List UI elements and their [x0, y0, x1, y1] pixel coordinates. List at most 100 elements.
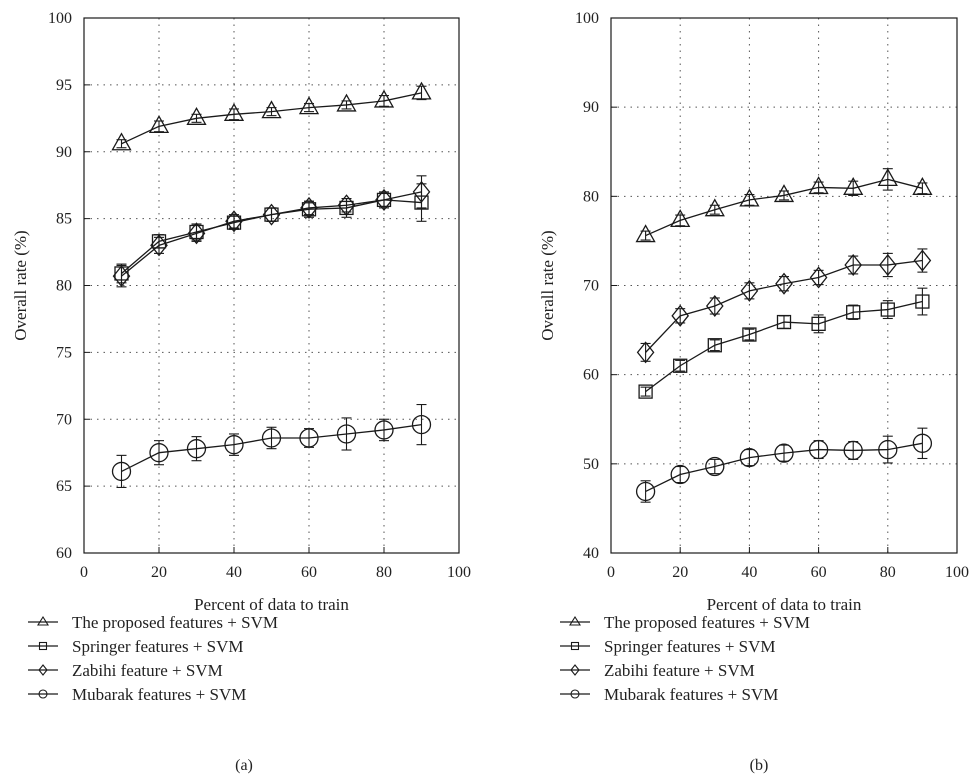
x-axis-label: Percent of data to train	[194, 595, 349, 614]
data-point-square	[638, 384, 653, 399]
data-point-triangle	[843, 176, 864, 195]
legend-entry: The proposed features + SVM	[72, 613, 278, 632]
series-circle	[635, 427, 933, 503]
data-point-diamond	[705, 294, 724, 318]
data-point-circle	[374, 420, 394, 440]
data-point-circle	[705, 456, 725, 477]
data-point-diamond	[740, 279, 759, 302]
data-point-square	[880, 302, 895, 317]
series-square	[114, 183, 429, 284]
y-tick-label: 65	[56, 478, 72, 495]
data-point-circle	[774, 443, 794, 463]
legend-marker-square	[570, 641, 580, 651]
series-diamond	[636, 248, 932, 364]
data-point-triangle	[336, 93, 357, 112]
x-tick-label: 20	[672, 564, 688, 581]
data-point-square	[673, 358, 688, 373]
data-point-square	[707, 338, 722, 353]
y-tick-label: 90	[583, 99, 599, 116]
data-point-diamond	[300, 196, 318, 219]
chart-panel-2: 40 50 60 70 80 90 100 0 20 40 60 80 100 Percent of da…	[538, 10, 969, 774]
x-tick-label: 60	[301, 564, 317, 581]
legend-marker-diamond	[38, 664, 48, 676]
legend-marker-triangle	[37, 615, 49, 626]
data-point-triangle	[411, 81, 432, 100]
data-point-circle	[670, 464, 690, 485]
x-tick-label: 60	[811, 564, 827, 581]
y-tick-label: 80	[56, 278, 72, 295]
y-tick-label: 80	[583, 188, 599, 205]
series-line	[645, 178, 923, 237]
x-tick-label: 20	[151, 564, 167, 581]
y-tick-label: 100	[575, 10, 599, 27]
legend-entry: Mubarak features + SVM	[604, 685, 778, 704]
data-point-triangle	[223, 102, 245, 121]
data-point-circle	[635, 481, 656, 502]
legend-marker-diamond	[570, 664, 580, 676]
data-point-diamond	[187, 222, 206, 245]
y-tick-label: 60	[583, 367, 599, 384]
data-point-diamond	[809, 266, 828, 289]
data-point-diamond	[375, 188, 393, 211]
data-point-square	[742, 327, 757, 342]
data-point-diamond	[150, 234, 168, 257]
data-point-circle	[739, 447, 760, 468]
y-tick-label: 85	[56, 211, 72, 228]
legend: The proposed features + SVM Springer feat…	[560, 613, 810, 704]
data-point-diamond	[112, 265, 131, 288]
panel-label: (b)	[750, 757, 769, 774]
data-point-triangle	[111, 132, 132, 151]
data-point-diamond	[775, 272, 793, 295]
data-point-circle	[411, 414, 432, 435]
data-point-diamond	[636, 341, 655, 364]
data-point-circle	[186, 439, 207, 459]
data-point-diamond	[671, 304, 690, 327]
legend-marker-circle	[570, 689, 580, 699]
data-point-square	[846, 305, 861, 320]
y-tick-label: 100	[48, 10, 72, 27]
legend-entry: Springer features + SVM	[604, 637, 776, 656]
data-point-diamond	[412, 180, 431, 203]
data-point-diamond	[225, 210, 243, 233]
data-point-triangle	[148, 115, 170, 133]
x-tick-label: 40	[226, 564, 242, 581]
data-point-circle	[843, 440, 863, 461]
data-point-diamond	[262, 203, 281, 226]
series-square	[638, 287, 930, 399]
data-point-triangle	[773, 184, 795, 203]
data-point-diamond	[878, 253, 897, 277]
data-point-triangle	[877, 168, 898, 187]
data-point-circle	[111, 461, 132, 482]
data-point-circle	[224, 435, 244, 455]
data-point-triangle	[808, 176, 829, 195]
legend-entry: The proposed features + SVM	[604, 613, 810, 632]
legend-entry: Zabihi feature + SVM	[72, 661, 223, 680]
data-point-circle	[336, 424, 357, 444]
legend-marker-triangle	[569, 615, 581, 626]
legend: The proposed features + SVM Springer feat…	[28, 613, 278, 704]
y-tick-label: 95	[56, 77, 72, 94]
data-point-triangle	[373, 89, 395, 108]
data-point-triangle	[298, 96, 320, 115]
x-tick-label: 80	[376, 564, 392, 581]
series-triangle	[111, 81, 432, 151]
panel-label: (a)	[235, 757, 253, 774]
x-tick-label: 100	[945, 564, 969, 581]
data-point-triangle	[635, 224, 656, 243]
data-point-triangle	[739, 188, 760, 207]
data-point-triangle	[186, 106, 207, 125]
legend-marker-square	[38, 641, 48, 651]
legend-marker-circle	[38, 689, 48, 699]
data-point-square	[915, 294, 930, 309]
x-tick-label: 100	[447, 564, 471, 581]
x-tick-label: 0	[80, 564, 88, 581]
x-tick-label: 40	[741, 564, 757, 581]
data-point-circle	[299, 428, 319, 448]
legend-entry: Zabihi feature + SVM	[604, 661, 755, 680]
data-point-diamond	[844, 253, 863, 277]
data-point-circle	[878, 439, 898, 460]
legend-entry: Springer features + SVM	[72, 637, 244, 656]
data-point-triangle	[670, 209, 691, 228]
data-point-triangle	[912, 176, 933, 195]
